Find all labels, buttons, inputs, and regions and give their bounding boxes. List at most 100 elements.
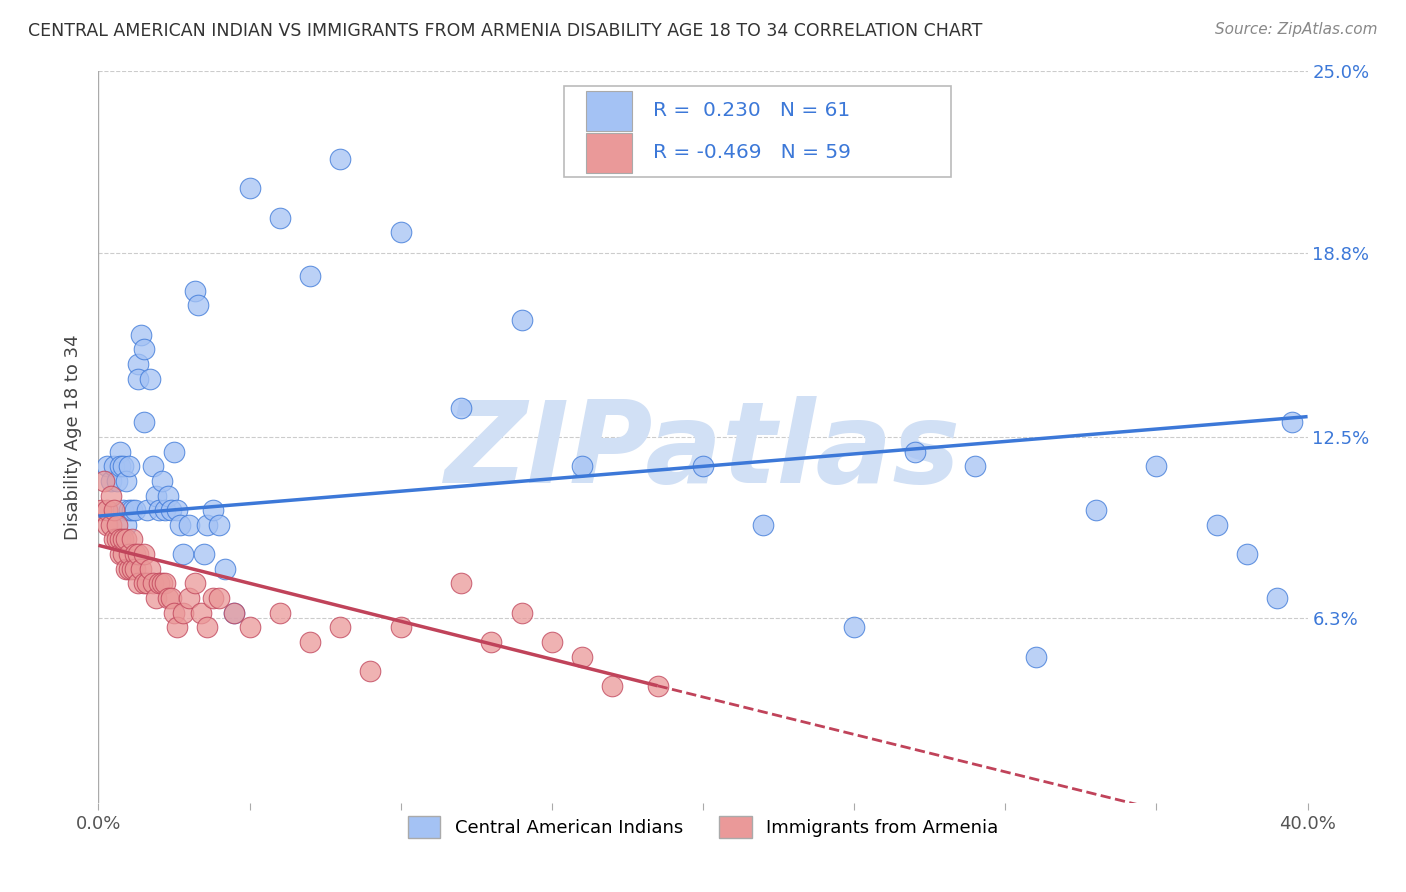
Point bbox=[100, 474, 122, 488]
Point bbox=[163, 444, 186, 458]
Point bbox=[114, 533, 136, 547]
Point bbox=[96, 517, 118, 532]
Point bbox=[105, 517, 128, 532]
Point bbox=[103, 503, 125, 517]
Point bbox=[1267, 591, 1289, 605]
Point bbox=[132, 547, 155, 561]
Point bbox=[208, 517, 231, 532]
Point bbox=[160, 503, 183, 517]
Point bbox=[153, 503, 176, 517]
Point bbox=[904, 444, 927, 458]
Point bbox=[179, 517, 201, 532]
Point bbox=[692, 459, 714, 474]
Point bbox=[571, 649, 593, 664]
Point bbox=[1281, 416, 1303, 430]
Point bbox=[111, 547, 134, 561]
Point bbox=[160, 591, 183, 605]
Point bbox=[752, 517, 775, 532]
Point bbox=[118, 459, 141, 474]
Point bbox=[153, 576, 176, 591]
Point bbox=[108, 444, 131, 458]
Point bbox=[132, 576, 155, 591]
Point bbox=[166, 503, 188, 517]
Point bbox=[142, 576, 165, 591]
Point bbox=[195, 517, 218, 532]
Point bbox=[108, 533, 131, 547]
Point bbox=[139, 371, 162, 385]
Point bbox=[148, 503, 170, 517]
Point bbox=[202, 591, 225, 605]
Point bbox=[118, 503, 141, 517]
Point bbox=[239, 181, 262, 195]
Point bbox=[108, 459, 131, 474]
Point bbox=[193, 547, 215, 561]
Point bbox=[179, 591, 201, 605]
Point bbox=[184, 284, 207, 298]
Point bbox=[100, 489, 122, 503]
Point bbox=[103, 459, 125, 474]
Point bbox=[150, 474, 173, 488]
Point bbox=[224, 606, 246, 620]
Point bbox=[114, 517, 136, 532]
Point bbox=[184, 576, 207, 591]
Point bbox=[602, 679, 624, 693]
Point bbox=[510, 313, 533, 327]
Point bbox=[150, 576, 173, 591]
Point bbox=[163, 606, 186, 620]
Point bbox=[510, 606, 533, 620]
Bar bbox=[586, 91, 631, 131]
Point bbox=[187, 298, 209, 312]
Point bbox=[127, 371, 149, 385]
Point bbox=[166, 620, 188, 634]
Point bbox=[844, 620, 866, 634]
Point bbox=[299, 269, 322, 284]
Point bbox=[965, 459, 987, 474]
Text: R = -0.469   N = 59: R = -0.469 N = 59 bbox=[654, 144, 851, 162]
Point bbox=[1024, 649, 1046, 664]
Point bbox=[139, 562, 162, 576]
Point bbox=[103, 533, 125, 547]
Point bbox=[96, 503, 118, 517]
Text: R =  0.230   N = 61: R = 0.230 N = 61 bbox=[654, 101, 851, 120]
Point bbox=[96, 459, 118, 474]
Text: Source: ZipAtlas.com: Source: ZipAtlas.com bbox=[1215, 22, 1378, 37]
Point bbox=[329, 620, 352, 634]
Point bbox=[202, 503, 225, 517]
Text: CENTRAL AMERICAN INDIAN VS IMMIGRANTS FROM ARMENIA DISABILITY AGE 18 TO 34 CORRE: CENTRAL AMERICAN INDIAN VS IMMIGRANTS FR… bbox=[28, 22, 983, 40]
Point bbox=[111, 503, 134, 517]
Point bbox=[135, 576, 157, 591]
Point bbox=[135, 503, 157, 517]
Point bbox=[118, 547, 141, 561]
Point bbox=[156, 489, 179, 503]
Point bbox=[647, 679, 669, 693]
Point bbox=[127, 576, 149, 591]
Point bbox=[208, 591, 231, 605]
Point bbox=[360, 664, 382, 678]
Point bbox=[121, 533, 143, 547]
FancyBboxPatch shape bbox=[564, 86, 950, 178]
Point bbox=[148, 576, 170, 591]
Point bbox=[169, 517, 191, 532]
Point bbox=[100, 517, 122, 532]
Point bbox=[129, 562, 152, 576]
Point bbox=[121, 562, 143, 576]
Y-axis label: Disability Age 18 to 34: Disability Age 18 to 34 bbox=[65, 334, 83, 540]
Point bbox=[329, 152, 352, 166]
Point bbox=[118, 562, 141, 576]
Point bbox=[132, 416, 155, 430]
Point bbox=[111, 533, 134, 547]
Point bbox=[105, 474, 128, 488]
Legend: Central American Indians, Immigrants from Armenia: Central American Indians, Immigrants fro… bbox=[401, 808, 1005, 845]
Bar bbox=[586, 133, 631, 173]
Point bbox=[450, 401, 472, 415]
Point bbox=[124, 562, 146, 576]
Point bbox=[1206, 517, 1229, 532]
Point bbox=[142, 459, 165, 474]
Point bbox=[571, 459, 593, 474]
Point bbox=[108, 547, 131, 561]
Text: ZIPatlas: ZIPatlas bbox=[444, 396, 962, 508]
Point bbox=[195, 620, 218, 634]
Point bbox=[127, 547, 149, 561]
Point bbox=[450, 576, 472, 591]
Point bbox=[145, 489, 167, 503]
